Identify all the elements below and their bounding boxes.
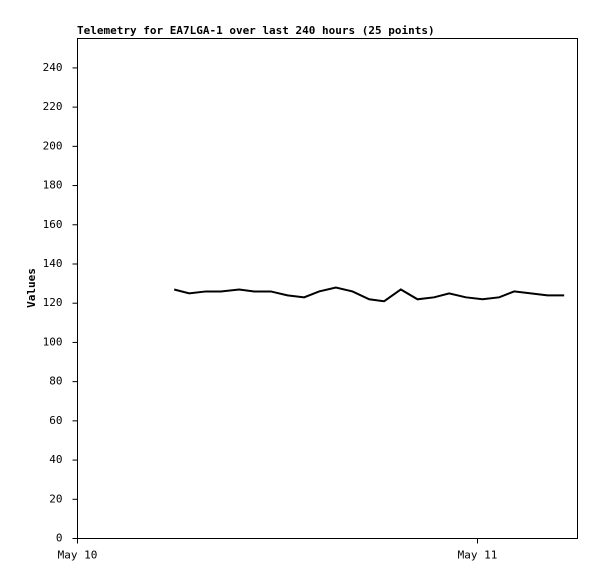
x-tick-label: May 10 [58,549,98,562]
y-tick-label: 120 [43,296,63,309]
y-tick-label: 160 [43,218,63,231]
data-line [173,286,565,303]
y-tick-label: 40 [49,453,62,466]
y-tick-label: 240 [43,61,63,74]
y-tick-label: 80 [49,375,62,388]
y-axis-label: Values [25,268,38,308]
y-tick-label: 140 [43,257,63,270]
plot-frame [77,38,578,539]
y-tick-label: 60 [49,414,62,427]
chart-title: Telemetry for EA7LGA-1 over last 240 hou… [77,24,435,37]
x-tick-label: May 11 [458,549,498,562]
y-tick-label: 200 [43,139,63,152]
y-tick-label: 220 [43,100,63,113]
y-tick-label: 20 [49,492,62,505]
y-tick-label: 0 [56,532,63,545]
y-tick-label: 100 [43,335,63,348]
y-tick-label: 180 [43,179,63,192]
